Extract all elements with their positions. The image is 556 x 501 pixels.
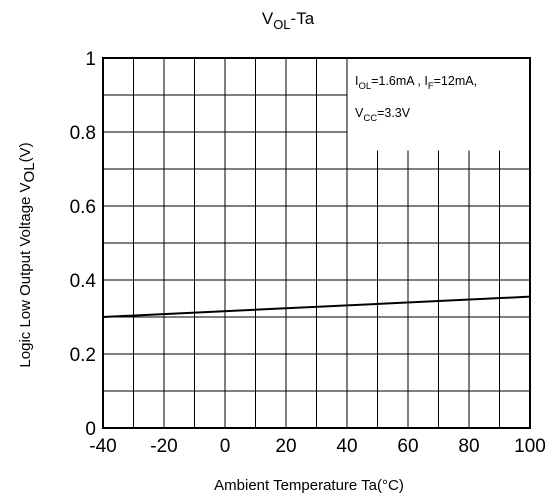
y-tick-label: 0.6 (70, 197, 96, 218)
annotation-subscript: CC (363, 113, 377, 124)
y-tick-label: 1 (85, 49, 96, 70)
annotation-subscript: OL (358, 81, 371, 92)
y-tick-label: 0 (85, 419, 96, 440)
y-tick-labels: 0 0.2 0.4 0.6 0.8 1 (70, 49, 97, 440)
series-layer (102, 295, 531, 318)
annotation-segment: =1.6mA , I (371, 74, 428, 88)
annotation-segment: I (355, 74, 358, 88)
plot-border (102, 57, 531, 429)
chart-title-main: V (262, 9, 274, 28)
x-tick-label: 100 (514, 436, 546, 457)
x-tick-label: 20 (275, 436, 296, 457)
x-tick-label: -20 (150, 436, 177, 457)
annotation-background (347, 59, 529, 151)
y-tick-label: 0.2 (70, 345, 96, 366)
x-tick-label: 0 (220, 436, 231, 457)
annotation-subscript: F (428, 81, 434, 92)
y-axis-label-suffix: (V) (17, 142, 34, 162)
chart-title: VOL-Ta (262, 9, 315, 32)
annotation-segment: =12mA, (434, 74, 477, 88)
x-tick-label: -40 (89, 436, 116, 457)
x-tick-label: 40 (336, 436, 357, 457)
annotation-segment: =3.3V (377, 106, 411, 120)
x-tick-label: 60 (397, 436, 418, 457)
annotation-segment: V (355, 106, 364, 120)
annotation-line-2: VCC=3.3V (355, 106, 411, 124)
y-tick-label: 0.8 (70, 123, 96, 144)
x-tick-label: 80 (458, 436, 479, 457)
series-line (102, 295, 531, 318)
annotation-line-1: IOL=1.6mA , IF=12mA, (355, 74, 477, 92)
plot-frame (102, 57, 531, 429)
x-tick-labels: -40 -20 0 20 40 60 80 100 (89, 436, 546, 457)
y-axis-label: Logic Low Output Voltage VOL(V) (17, 142, 38, 367)
y-axis-label-sub: OL (21, 162, 38, 182)
chart-title-suffix: -Ta (291, 9, 315, 28)
chart-title-sub: OL (273, 17, 290, 32)
y-axis-label-main: Logic Low Output Voltage V (17, 182, 34, 367)
condition-annotation: IOL=1.6mA , IF=12mA, VCC=3.3V (347, 59, 529, 151)
y-tick-label: 0.4 (70, 271, 97, 292)
x-axis-label: Ambient Temperature Ta(°C) (214, 477, 404, 494)
